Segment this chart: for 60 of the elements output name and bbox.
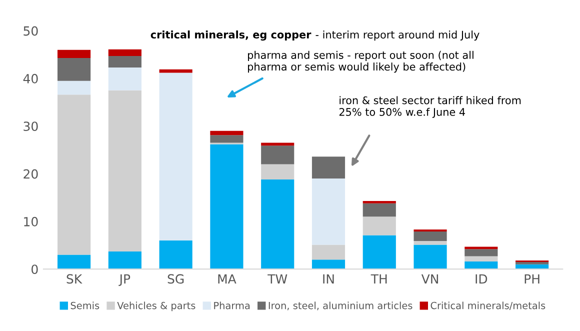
bar xyxy=(516,262,549,264)
bar xyxy=(312,260,346,270)
bar xyxy=(362,235,396,270)
bar xyxy=(261,164,294,180)
bar xyxy=(414,231,447,241)
bar xyxy=(362,203,396,217)
x-tick-label: SG xyxy=(168,274,184,284)
bar xyxy=(312,178,346,245)
legend-label: Iron, steel, aluminium articles xyxy=(268,302,412,310)
legend-label: Pharma xyxy=(214,302,250,310)
x-tick-label: SK xyxy=(66,274,82,284)
x-tick-label: IN xyxy=(323,274,334,284)
legend-label: Vehicles & parts xyxy=(117,302,196,312)
bar xyxy=(57,80,91,95)
bar xyxy=(210,130,244,136)
x-tick-label: JP xyxy=(118,274,130,286)
bar xyxy=(464,256,498,262)
bar xyxy=(108,90,142,252)
x-tick-label: MA xyxy=(218,274,236,284)
bar xyxy=(362,200,396,204)
y-tick-label: 30 xyxy=(24,122,38,132)
annotation: iron & steel sector tariff hiked from 25% to 50% w.e.f June 4 xyxy=(339,96,521,118)
y-tick-label: 50 xyxy=(24,26,38,36)
annotation: pharma and semis - report out soon (not all pharma or semis would likely be affected) xyxy=(248,50,474,73)
legend-label: Semis xyxy=(70,302,100,310)
x-tick-label: TH xyxy=(370,274,387,284)
annotation: - interim report around mid July xyxy=(316,30,480,41)
bar xyxy=(210,144,244,270)
x-tick-label: TW xyxy=(268,274,288,284)
y-tick-label: 20 xyxy=(24,169,38,179)
bar xyxy=(159,240,192,270)
bar xyxy=(57,94,91,255)
bar xyxy=(362,216,396,236)
bar xyxy=(159,69,192,73)
bar xyxy=(57,58,91,81)
bar xyxy=(414,244,447,270)
y-tick-label: 0 xyxy=(32,264,38,274)
y-tick-label: 40 xyxy=(23,74,38,84)
bar xyxy=(108,251,142,270)
bar xyxy=(108,56,142,68)
bar xyxy=(261,146,294,164)
bar xyxy=(464,249,498,256)
bar xyxy=(312,244,346,260)
bar xyxy=(464,246,498,250)
annotation: critical minerals, eg copper xyxy=(150,30,312,41)
x-tick-label: VN xyxy=(421,274,438,284)
bar xyxy=(210,135,244,143)
bar xyxy=(312,156,346,179)
bar xyxy=(57,254,91,270)
bar xyxy=(108,67,142,90)
bar xyxy=(108,49,142,56)
bar xyxy=(57,50,91,58)
y-tick-label: 10 xyxy=(24,216,38,226)
bar xyxy=(261,179,294,270)
x-tick-label: PH xyxy=(524,274,540,284)
bar xyxy=(414,240,447,245)
legend-label: Critical minerals/metals xyxy=(430,302,546,310)
x-tick-label: ID xyxy=(476,274,488,284)
bar xyxy=(159,72,192,241)
bar xyxy=(464,261,498,270)
